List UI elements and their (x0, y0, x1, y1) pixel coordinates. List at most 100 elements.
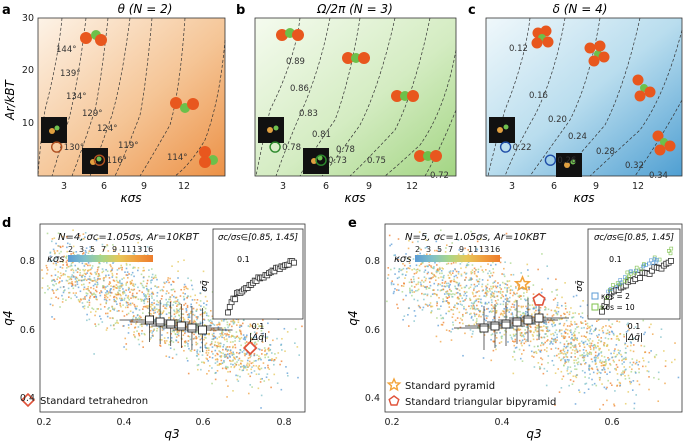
scatter-point (187, 335, 190, 337)
scatter-point (591, 378, 593, 381)
scatter-point (227, 385, 229, 387)
scatter-point (81, 284, 83, 286)
scatter-point (523, 312, 525, 315)
scatter-point (63, 289, 66, 291)
scatter-point (541, 288, 543, 291)
scatter-point (51, 288, 54, 291)
scatter-point (169, 347, 172, 350)
scatter-point (193, 319, 195, 322)
scatter-point (492, 268, 494, 270)
scatter-point (141, 325, 143, 328)
panel-d-xtick: 0.8 (276, 417, 291, 428)
scatter-point (239, 366, 242, 368)
scatter-point (69, 265, 71, 268)
scatter-point (527, 275, 530, 277)
scatter-point (152, 277, 155, 280)
scatter-point (223, 355, 226, 358)
scatter-point (58, 280, 61, 283)
scatter-point (476, 248, 479, 251)
scatter-point (108, 283, 110, 286)
scatter-point (528, 286, 531, 289)
scatter-point (408, 262, 411, 264)
scatter-point (70, 264, 72, 267)
scatter-point (577, 361, 580, 363)
scatter-point (567, 366, 569, 368)
scatter-point (472, 308, 474, 310)
scatter-point (419, 269, 421, 272)
scatter-point (151, 297, 153, 299)
scatter-point (491, 301, 493, 304)
scatter-point (563, 356, 565, 359)
scatter-point (500, 288, 503, 290)
scatter-point (243, 319, 245, 321)
scatter-point (440, 276, 442, 278)
scatter-point (89, 291, 92, 294)
scatter-point (524, 332, 526, 334)
scatter-point (169, 312, 171, 314)
scatter-point (209, 324, 211, 327)
scatter-point (472, 293, 474, 295)
scatter-point (187, 288, 189, 290)
scatter-point (185, 309, 188, 312)
scatter-point (172, 288, 175, 291)
scatter-point (514, 293, 517, 296)
scatter-point (81, 274, 84, 277)
scatter-point (77, 286, 80, 289)
scatter-point (507, 341, 509, 343)
scatter-point (611, 356, 613, 359)
scatter-point (496, 332, 498, 334)
scatter-point (195, 341, 197, 344)
scatter-point (130, 288, 133, 291)
panel-d-colorbar-tick: 3 (79, 245, 84, 254)
scatter-point (211, 291, 214, 293)
scatter-point (547, 308, 550, 311)
scatter-point (263, 347, 266, 349)
scatter-point (101, 271, 104, 274)
scatter-point (580, 327, 583, 329)
scatter-point (454, 304, 456, 307)
scatter-point (482, 311, 485, 314)
scatter-point (109, 294, 112, 297)
scatter-point (183, 298, 185, 301)
scatter-point (490, 293, 492, 295)
scatter-point (550, 340, 553, 343)
scatter-point (193, 314, 196, 317)
scatter-point (457, 327, 459, 330)
scatter-point (583, 343, 585, 346)
scatter-point (128, 298, 130, 301)
scatter-point (57, 261, 59, 263)
scatter-point (402, 298, 405, 301)
scatter-point (547, 330, 550, 333)
scatter-point (161, 329, 164, 331)
scatter-point (257, 367, 260, 370)
scatter-point (530, 326, 532, 328)
scatter-point (559, 352, 562, 355)
scatter-point (301, 325, 303, 328)
scatter-point (142, 276, 145, 279)
scatter-point (184, 302, 187, 305)
scatter-point (592, 348, 595, 351)
scatter-point (156, 295, 158, 297)
scatter-point (578, 313, 580, 315)
panel-c-particle-model (531, 25, 554, 49)
scatter-point (55, 283, 58, 285)
scatter-point (477, 300, 480, 303)
scatter-point (564, 332, 567, 334)
scatter-point (127, 312, 130, 315)
scatter-point (529, 325, 531, 327)
scatter-point (106, 244, 109, 247)
scatter-point (446, 290, 449, 292)
panel-e-legend-label: Standard pyramid (405, 381, 495, 392)
scatter-point (566, 345, 569, 348)
scatter-point (155, 303, 158, 306)
scatter-point (512, 372, 515, 375)
scatter-point (587, 325, 589, 327)
scatter-point (94, 314, 96, 317)
scatter-point (85, 279, 88, 282)
scatter-point (101, 321, 104, 323)
scatter-point (298, 354, 301, 356)
scatter-point (106, 270, 109, 273)
scatter-point (249, 356, 251, 359)
scatter-point (455, 288, 458, 290)
scatter-point (440, 269, 443, 272)
